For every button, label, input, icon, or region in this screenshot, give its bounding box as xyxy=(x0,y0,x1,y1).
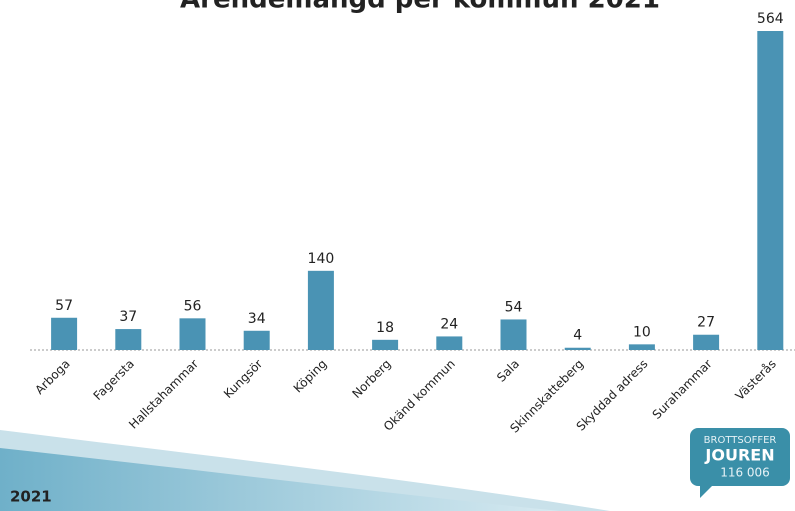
x-tick-label: Hallstahammar xyxy=(126,357,201,432)
bar xyxy=(115,329,142,350)
data-label: 18 xyxy=(376,320,394,336)
logo: BROTTSOFFER JOUREN 116 006 xyxy=(690,428,790,498)
data-label: 54 xyxy=(505,299,523,315)
data-label: 37 xyxy=(119,309,137,325)
x-tick-label: Okänd kommun xyxy=(381,357,458,434)
data-label: 34 xyxy=(248,311,266,327)
logo-line2: JOUREN xyxy=(704,446,774,465)
x-tick-label: Norberg xyxy=(349,357,393,401)
bar xyxy=(436,336,463,350)
logo-phone: 116 006 xyxy=(720,466,770,480)
x-tick-label: Skyddad adress xyxy=(574,357,651,434)
bar xyxy=(307,270,334,350)
logo-line1: BROTTSOFFER xyxy=(704,435,777,446)
data-label: 4 xyxy=(573,328,582,344)
data-label: 27 xyxy=(697,315,715,331)
bar xyxy=(179,318,206,350)
logo-box xyxy=(690,428,790,486)
data-label: 24 xyxy=(440,316,458,332)
bar xyxy=(243,330,270,350)
bar xyxy=(757,31,784,350)
x-tick-label: Västerås xyxy=(733,357,779,403)
bar xyxy=(372,339,399,350)
wave-front xyxy=(0,448,560,511)
x-tick-label: Sala xyxy=(494,357,522,385)
bar xyxy=(51,317,78,350)
x-tick-label: Arboga xyxy=(32,357,72,397)
logo-tail xyxy=(700,484,714,498)
data-label: 564 xyxy=(757,11,784,27)
bar xyxy=(628,344,655,350)
x-tick-label: Kungsör xyxy=(221,357,265,401)
data-label: 10 xyxy=(633,324,651,340)
x-tick-label: Surahammar xyxy=(650,357,715,422)
footer-label: 2021 xyxy=(10,488,52,506)
x-tick-label: Köping xyxy=(291,357,330,396)
data-label: 57 xyxy=(55,298,73,314)
data-label: 56 xyxy=(184,298,202,314)
data-label: 140 xyxy=(308,251,335,267)
x-tick-label: Fagersta xyxy=(91,357,137,403)
bar xyxy=(500,319,527,350)
chart-title: Ärendemängd per kommun 2021 xyxy=(180,0,660,15)
bar xyxy=(564,347,591,350)
bar xyxy=(693,334,720,350)
